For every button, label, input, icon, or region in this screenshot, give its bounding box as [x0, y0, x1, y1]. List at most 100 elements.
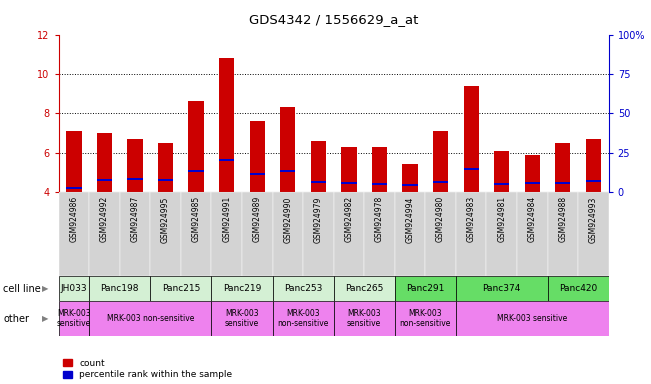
Bar [364, 192, 395, 276]
Bar [464, 168, 478, 170]
Bar [59, 192, 89, 276]
Bar [586, 180, 601, 182]
Bar [486, 192, 517, 276]
Text: other: other [3, 314, 29, 324]
Bar [586, 139, 601, 192]
Text: GSM924991: GSM924991 [222, 196, 231, 242]
Text: Panc253: Panc253 [284, 285, 322, 293]
Bar [402, 164, 418, 192]
Bar [547, 276, 609, 301]
Text: Panc420: Panc420 [559, 285, 597, 293]
Bar [89, 276, 150, 301]
Bar [425, 192, 456, 276]
Bar [66, 187, 81, 189]
Text: GSM924986: GSM924986 [70, 196, 78, 242]
Text: GSM924987: GSM924987 [130, 196, 139, 242]
Bar [273, 192, 303, 276]
Bar [517, 192, 547, 276]
Bar [273, 276, 334, 301]
Bar [249, 121, 265, 192]
Text: GSM924984: GSM924984 [528, 196, 537, 242]
Bar [97, 179, 112, 181]
Bar [189, 101, 204, 192]
Bar [494, 183, 509, 185]
Legend: count, percentile rank within the sample: count, percentile rank within the sample [63, 359, 232, 379]
Text: ▶: ▶ [42, 285, 49, 293]
Text: MRK-003
non-sensitive: MRK-003 non-sensitive [400, 309, 451, 328]
Bar [555, 182, 570, 184]
Text: GSM924994: GSM924994 [406, 196, 415, 243]
Bar [464, 86, 478, 192]
Bar [189, 170, 204, 172]
Bar [150, 192, 181, 276]
Text: MRK-003 sensitive: MRK-003 sensitive [497, 314, 568, 323]
Text: Panc291: Panc291 [406, 285, 445, 293]
Text: Panc198: Panc198 [100, 285, 139, 293]
Text: GSM924993: GSM924993 [589, 196, 598, 243]
Text: GSM924985: GSM924985 [191, 196, 201, 242]
Bar [395, 276, 456, 301]
Text: GSM924992: GSM924992 [100, 196, 109, 242]
Bar [525, 182, 540, 184]
Text: Panc374: Panc374 [482, 285, 521, 293]
Bar [212, 192, 242, 276]
Text: GSM924982: GSM924982 [344, 196, 353, 242]
Bar [66, 131, 81, 192]
Bar [372, 183, 387, 185]
Bar [555, 143, 570, 192]
Bar [433, 131, 449, 192]
Text: MRK-003
sensitive: MRK-003 sensitive [347, 309, 381, 328]
Bar [395, 301, 456, 336]
Text: GSM924989: GSM924989 [253, 196, 262, 242]
Bar [89, 192, 120, 276]
Bar [334, 192, 364, 276]
Bar [280, 170, 296, 172]
Bar [525, 155, 540, 192]
Bar [311, 181, 326, 183]
Bar [494, 151, 509, 192]
Text: GSM924988: GSM924988 [559, 196, 567, 242]
Bar [334, 276, 395, 301]
Text: Panc265: Panc265 [345, 285, 383, 293]
Bar [334, 301, 395, 336]
Text: JH033: JH033 [61, 285, 87, 293]
Bar [219, 159, 234, 162]
Bar [273, 301, 334, 336]
Bar [341, 182, 357, 184]
Bar [456, 301, 609, 336]
Bar [578, 192, 609, 276]
Text: GSM924981: GSM924981 [497, 196, 506, 242]
Bar [402, 184, 418, 186]
Bar [181, 192, 212, 276]
Text: cell line: cell line [3, 284, 41, 294]
Text: GSM924983: GSM924983 [467, 196, 476, 242]
Bar [158, 179, 173, 181]
Text: GSM924980: GSM924980 [436, 196, 445, 242]
Bar [59, 301, 89, 336]
Bar [341, 147, 357, 192]
Text: GSM924978: GSM924978 [375, 196, 384, 242]
Text: GSM924995: GSM924995 [161, 196, 170, 243]
Bar [242, 192, 273, 276]
Bar [128, 178, 143, 180]
Text: MRK-003 non-sensitive: MRK-003 non-sensitive [107, 314, 194, 323]
Bar [456, 192, 486, 276]
Bar [120, 192, 150, 276]
Bar [97, 133, 112, 192]
Bar [219, 58, 234, 192]
Text: MRK-003
sensitive: MRK-003 sensitive [57, 309, 91, 328]
Bar [59, 276, 89, 301]
Text: GSM924990: GSM924990 [283, 196, 292, 243]
Bar [395, 192, 425, 276]
Bar [547, 192, 578, 276]
Text: ▶: ▶ [42, 314, 49, 323]
Text: MRK-003
non-sensitive: MRK-003 non-sensitive [277, 309, 329, 328]
Bar [150, 276, 212, 301]
Bar [303, 192, 334, 276]
Bar [128, 139, 143, 192]
Bar [372, 147, 387, 192]
Bar [433, 181, 449, 183]
Text: GSM924979: GSM924979 [314, 196, 323, 243]
Bar [212, 301, 273, 336]
Bar [89, 301, 212, 336]
